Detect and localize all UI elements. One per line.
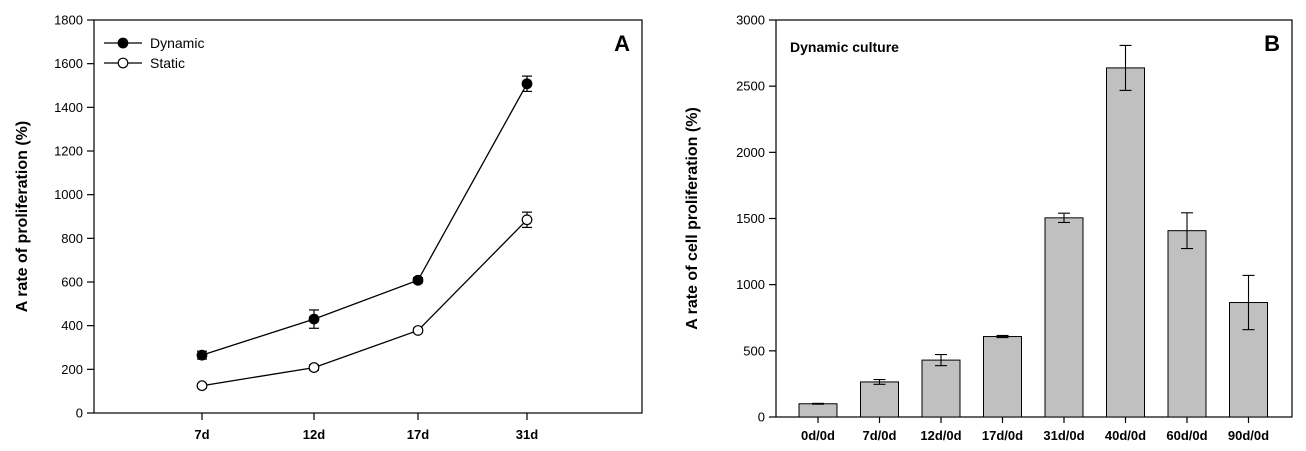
bar xyxy=(983,336,1022,418)
data-point-static xyxy=(412,325,424,336)
y-tick-label-b: 500 xyxy=(743,343,765,358)
panel-letter-b: B xyxy=(1264,31,1280,56)
series-line-static xyxy=(201,219,528,387)
y-axis-title-b: A rate of cell proliferation (%) xyxy=(684,107,701,330)
x-tick-label-b: 12d/0d xyxy=(920,428,961,443)
x-tick-label-b: 60d/0d xyxy=(1166,428,1207,443)
x-tick-label-b: 40d/0d xyxy=(1105,428,1146,443)
legend-label-static: Static xyxy=(150,55,185,71)
panel-a-line-chart: 0 200 400 600 800 1000 1200 1400 1600 1800 7d 12d 17… xyxy=(14,13,643,442)
data-point-static xyxy=(521,214,533,226)
bar xyxy=(921,359,961,418)
annotation-dynamic-culture: Dynamic culture xyxy=(790,39,899,55)
x-tick-label-a: 7d xyxy=(194,427,209,442)
x-tick-label-b: 17d/0d xyxy=(982,428,1023,443)
x-tick-label-b: 0d/0d xyxy=(801,428,835,443)
legend-marker-static xyxy=(117,57,129,69)
y-tick-label-a: 1000 xyxy=(54,187,83,202)
legend-label-dynamic: Dynamic xyxy=(150,35,204,51)
bar xyxy=(1044,217,1084,418)
series-line-dynamic xyxy=(201,83,528,356)
y-tick-label-b: 1500 xyxy=(736,211,765,226)
bar xyxy=(860,381,899,418)
x-tick-label-a: 31d xyxy=(516,427,538,442)
panel-letter-a: A xyxy=(614,31,630,56)
y-tick-label-b: 2500 xyxy=(736,79,765,94)
data-point-static xyxy=(196,380,208,392)
x-tick-label-b: 7d/0d xyxy=(863,428,897,443)
y-tick-label-a: 200 xyxy=(61,362,83,377)
y-axis-title-a: A rate of proliferation (%) xyxy=(14,121,31,312)
bar xyxy=(1106,67,1145,418)
y-tick-label-a: 1600 xyxy=(54,56,83,71)
y-tick-label-b: 1000 xyxy=(736,277,765,292)
y-tick-label-a: 1400 xyxy=(54,100,83,115)
x-tick-label-a: 17d xyxy=(407,427,429,442)
y-tick-label-a: 1800 xyxy=(54,13,83,28)
data-point-dynamic xyxy=(412,274,424,286)
plot-frame-b xyxy=(775,19,1293,418)
data-point-dynamic xyxy=(196,349,208,361)
data-point-dynamic xyxy=(308,313,320,325)
x-tick-label-b: 90d/0d xyxy=(1228,428,1269,443)
x-tick-label-b: 31d/0d xyxy=(1043,428,1084,443)
y-tick-label-b: 3000 xyxy=(736,13,765,28)
y-tick-label-b: 0 xyxy=(758,410,765,425)
legend-marker-dynamic xyxy=(117,37,129,49)
y-tick-label-a: 600 xyxy=(61,275,83,290)
panel-b-bar-chart: 0 500 1000 1500 2000 2500 3000 A rate of cell p… xyxy=(684,13,1293,443)
plot-frame-a xyxy=(93,19,643,414)
y-tick-label-a: 0 xyxy=(76,406,83,421)
data-point-static xyxy=(308,362,320,373)
y-tick-label-a: 800 xyxy=(61,231,83,246)
bar xyxy=(798,403,838,418)
x-tick-label-a: 12d xyxy=(303,427,325,442)
data-point-dynamic xyxy=(521,78,533,90)
y-tick-label-a: 1200 xyxy=(54,144,83,159)
bar xyxy=(1167,230,1207,418)
y-tick-label-a: 400 xyxy=(61,318,83,333)
y-tick-label-b: 2000 xyxy=(736,145,765,160)
